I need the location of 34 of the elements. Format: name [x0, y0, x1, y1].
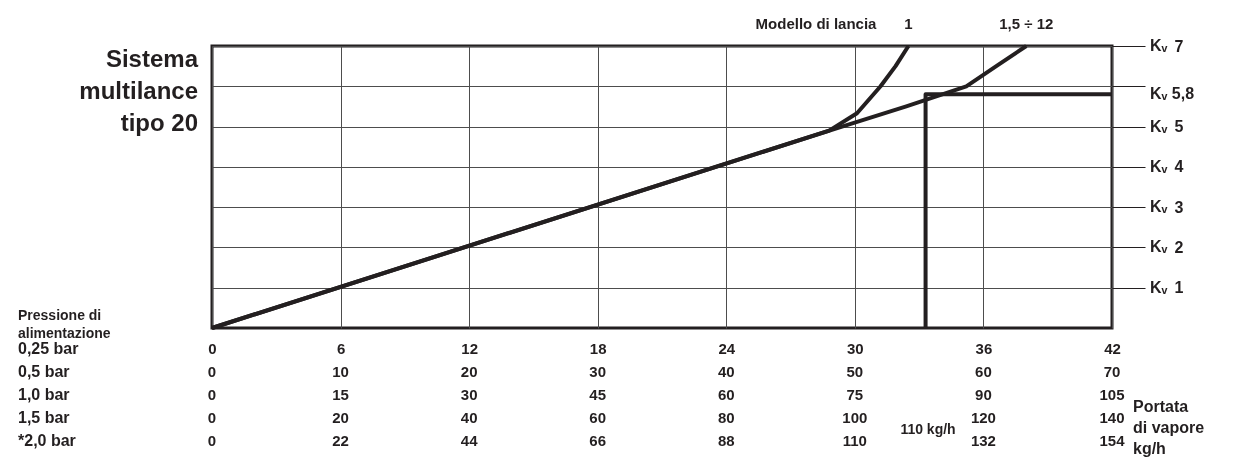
x-tick-label: 42 [1104, 339, 1121, 357]
y-tick-label: 1 [1174, 279, 1184, 297]
y-axis-title: Kᵥ [1150, 278, 1168, 296]
text: *2,0 bar [18, 432, 76, 449]
text: 0,5 bar [18, 363, 70, 380]
series-label: 1,5 ÷ 12 [999, 15, 1054, 32]
text: Kᵥ [1150, 157, 1168, 175]
x-tick-label: 36 [975, 339, 993, 357]
x-tick-label: 0 [208, 339, 217, 357]
text: Sistema multilance tipo 20 [79, 45, 199, 136]
x-tick-label: 6 [336, 339, 346, 357]
x-tick-label: 18 [589, 339, 607, 357]
y-tick-label: 7 [1174, 37, 1184, 55]
text: 1,5 bar [18, 409, 70, 426]
text: 0,25 bar [18, 340, 79, 357]
y-tick-label: 2 [1174, 238, 1184, 256]
y-tick-label: 5 [1174, 118, 1184, 136]
text: 0 10 20 30 40 50 60 70 [207, 363, 1121, 380]
text: Portata di vapore kg/h [1133, 397, 1205, 457]
text: 0 15 30 45 60 75 90 105 [207, 386, 1125, 403]
annotation: Kᵥ 5,8 [1150, 85, 1195, 103]
x-tick-label: 12 [461, 339, 478, 357]
series-label: 1 [904, 15, 913, 32]
y-tick-label: 4 [1174, 158, 1184, 176]
legend-title: Modello di lancia [755, 15, 878, 32]
y-tick-label: 3 [1174, 198, 1184, 216]
text: 1,0 bar [18, 386, 70, 403]
text: Kᵥ [1150, 238, 1168, 256]
text: Kᵥ [1150, 37, 1168, 54]
text: Kᵥ [1150, 117, 1168, 135]
x-tick-label: 24 [718, 339, 736, 357]
text: Pressione di alimentazione [18, 307, 111, 341]
text: Kᵥ [1150, 198, 1168, 216]
x-tick-label: 30 [847, 339, 864, 357]
